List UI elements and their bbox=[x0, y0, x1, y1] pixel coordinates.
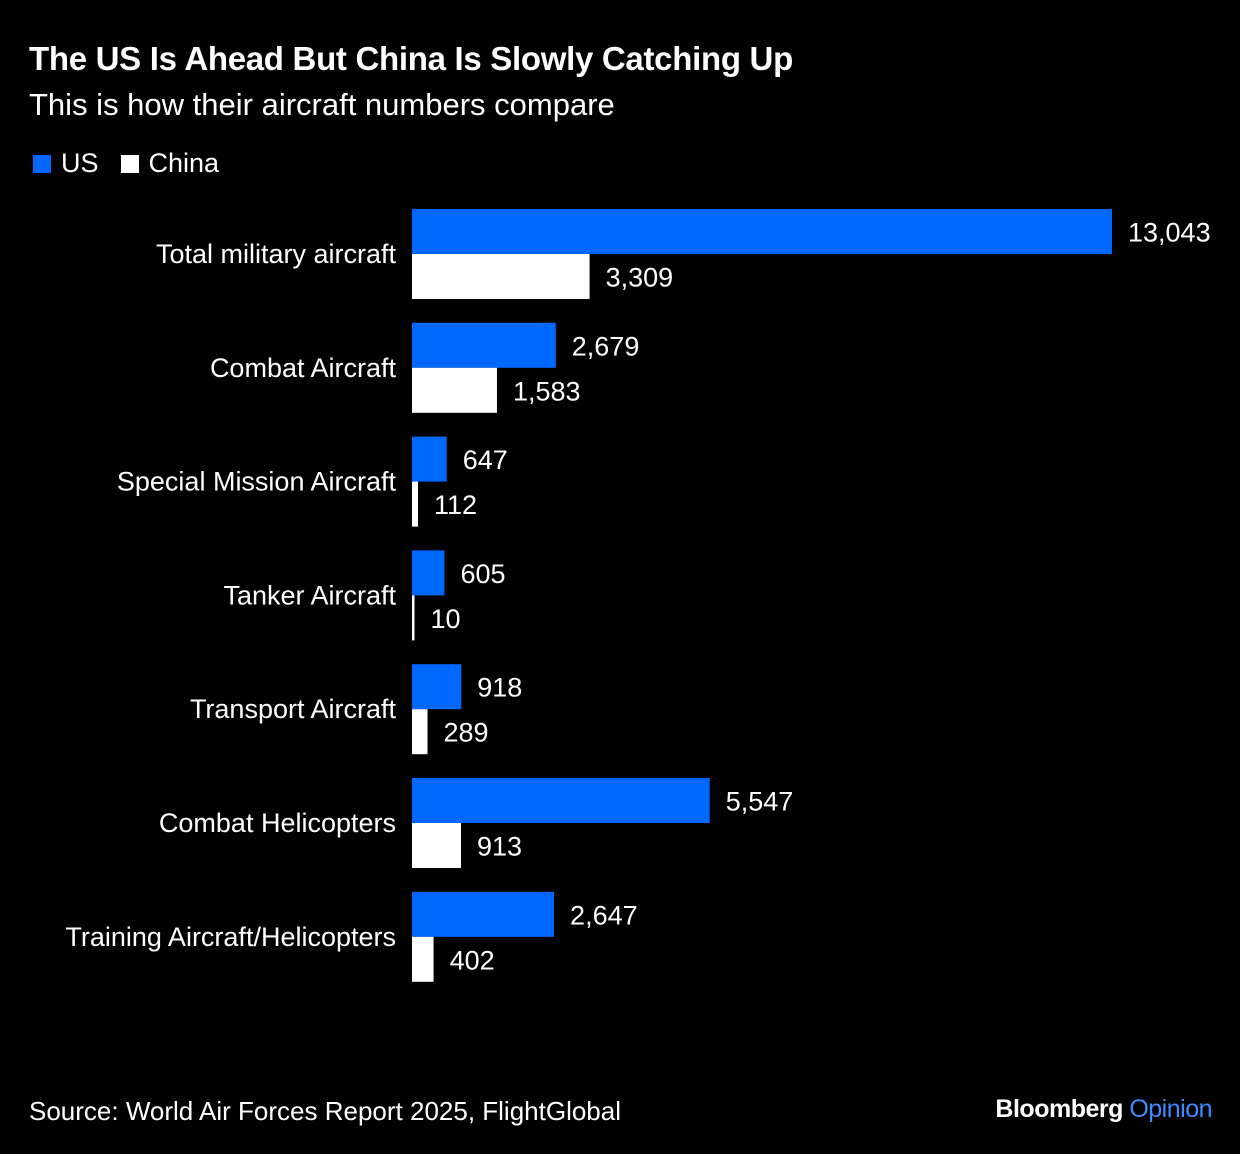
value-label-china: 402 bbox=[450, 945, 495, 975]
bar-china bbox=[412, 709, 428, 755]
legend-item-us: US bbox=[33, 148, 99, 179]
value-label-china: 3,309 bbox=[606, 263, 674, 293]
bar-china bbox=[412, 936, 434, 982]
bar-china bbox=[412, 254, 590, 299]
value-label-us: 2,647 bbox=[570, 900, 638, 930]
legend-swatch-us bbox=[33, 154, 51, 173]
legend-label-us: US bbox=[61, 148, 99, 178]
bar-china bbox=[412, 595, 415, 641]
bar-china bbox=[412, 367, 497, 413]
value-label-us: 13,043 bbox=[1128, 218, 1211, 248]
brand-logo: Bloomberg Opinion bbox=[995, 1095, 1212, 1124]
value-label-china: 112 bbox=[434, 490, 477, 520]
value-label-china: 10 bbox=[431, 604, 461, 634]
bar-china bbox=[412, 481, 419, 527]
legend-item-china: China bbox=[120, 148, 220, 179]
value-label-us: 918 bbox=[477, 673, 522, 703]
value-label-us: 647 bbox=[463, 445, 508, 475]
category-label: Transport Aircraft bbox=[190, 694, 397, 724]
category-label: Combat Helicopters bbox=[159, 808, 396, 838]
bar-china bbox=[412, 823, 461, 868]
value-label-china: 1,583 bbox=[513, 376, 581, 406]
value-label-china: 289 bbox=[444, 718, 489, 748]
value-label-us: 5,547 bbox=[726, 787, 794, 817]
category-label: Training Aircraft/Helicopters bbox=[65, 922, 396, 952]
bar-us bbox=[412, 550, 445, 596]
value-label-us: 2,679 bbox=[572, 331, 640, 361]
brand-name: Bloomberg bbox=[995, 1095, 1123, 1123]
chart-subtitle: This is how their aircraft numbers compa… bbox=[29, 87, 615, 122]
bar-us bbox=[412, 891, 555, 937]
bar-us bbox=[412, 436, 447, 482]
category-label: Combat Aircraft bbox=[210, 353, 397, 383]
bar-us bbox=[412, 322, 556, 368]
brand-section: Opinion bbox=[1129, 1095, 1212, 1123]
bar-us bbox=[412, 664, 462, 710]
bar-us bbox=[412, 209, 1112, 254]
value-label-china: 913 bbox=[477, 832, 522, 862]
legend-label-china: China bbox=[148, 148, 220, 178]
source-note: Source: World Air Forces Report 2025, Fl… bbox=[29, 1096, 622, 1126]
bar-us bbox=[412, 778, 710, 823]
bar-chart: Total military aircraft 13,043 3,309 Combat… bbox=[65, 209, 1211, 982]
category-label: Total military aircraft bbox=[156, 239, 397, 269]
value-label-us: 605 bbox=[460, 559, 505, 589]
category-label: Tanker Aircraft bbox=[223, 580, 396, 610]
legend: US China bbox=[33, 148, 241, 179]
legend-swatch-china bbox=[120, 154, 139, 173]
chart-title: The US Is Ahead But China Is Slowly Catc… bbox=[29, 40, 793, 77]
category-label: Special Mission Aircraft bbox=[117, 467, 397, 497]
